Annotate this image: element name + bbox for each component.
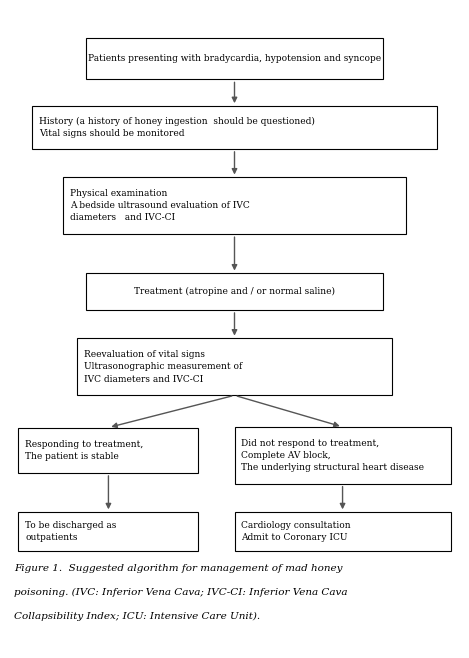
Text: Collapsibility Index; ICU: Intensive Care Unit).: Collapsibility Index; ICU: Intensive Car…: [14, 612, 260, 621]
FancyBboxPatch shape: [18, 512, 198, 551]
FancyBboxPatch shape: [86, 274, 383, 310]
FancyBboxPatch shape: [234, 427, 451, 484]
Text: To be discharged as
outpatients: To be discharged as outpatients: [25, 521, 116, 542]
Text: poisoning. (IVC: Inferior Vena Cava; IVC-CI: Inferior Vena Cava: poisoning. (IVC: Inferior Vena Cava; IVC…: [14, 588, 348, 597]
Text: Patients presenting with bradycardia, hypotension and syncope: Patients presenting with bradycardia, hy…: [88, 55, 381, 63]
FancyBboxPatch shape: [18, 428, 198, 473]
FancyBboxPatch shape: [77, 338, 392, 395]
Text: Cardiology consultation
Admit to Coronary ICU: Cardiology consultation Admit to Coronar…: [241, 521, 351, 542]
Text: Did not respond to treatment,
Complete AV block,
The underlying structural heart: Did not respond to treatment, Complete A…: [241, 439, 424, 472]
FancyBboxPatch shape: [32, 106, 437, 149]
Text: Responding to treatment,
The patient is stable: Responding to treatment, The patient is …: [25, 440, 144, 461]
FancyBboxPatch shape: [63, 178, 406, 234]
Text: Physical examination
A bedside ultrasound evaluation of IVC
diameters   and IVC-: Physical examination A bedside ultrasoun…: [70, 189, 250, 222]
Text: Treatment (atropine and / or normal saline): Treatment (atropine and / or normal sali…: [134, 287, 335, 296]
FancyBboxPatch shape: [86, 38, 383, 80]
Text: Reevaluation of vital signs
Ultrasonographic measurement of
IVC diameters and IV: Reevaluation of vital signs Ultrasonogra…: [83, 350, 242, 384]
Text: History (a history of honey ingestion  should be questioned)
Vital signs should : History (a history of honey ingestion sh…: [38, 117, 315, 138]
Text: Figure 1.  Suggested algorithm for management of mad honey: Figure 1. Suggested algorithm for manage…: [14, 564, 342, 573]
FancyBboxPatch shape: [234, 512, 451, 551]
